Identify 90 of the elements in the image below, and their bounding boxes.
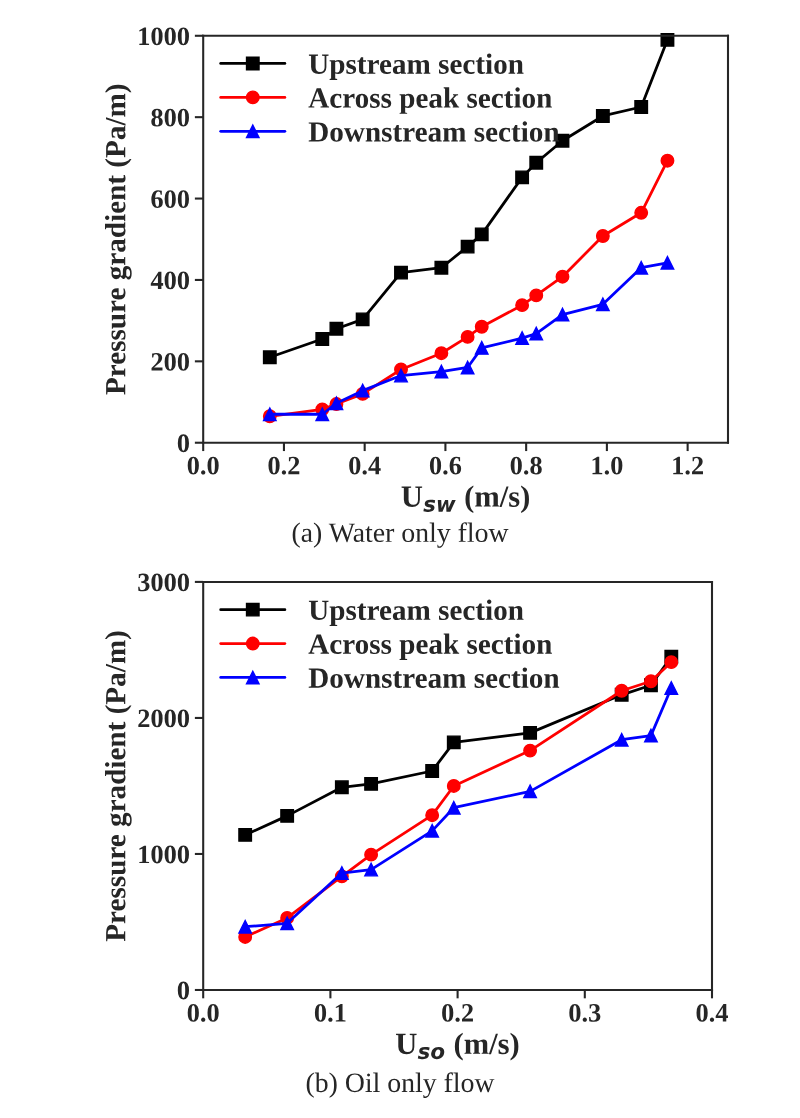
point — [595, 297, 610, 312]
point — [434, 260, 449, 275]
point — [474, 340, 489, 355]
point — [446, 735, 461, 750]
x-axis-title: U$_{so}$ (m/s) — [396, 1032, 519, 1061]
point — [425, 823, 440, 838]
x-tick-label: 0.3 — [569, 1003, 601, 1022]
point — [238, 827, 253, 842]
y-tick-label: 400 — [150, 271, 189, 290]
point — [446, 800, 461, 815]
legend-label: Downstream section — [308, 667, 560, 688]
legend-label: Upstream section — [308, 599, 524, 627]
point — [660, 255, 675, 270]
point — [664, 655, 679, 670]
point — [394, 265, 408, 280]
legend-label: Across peak section — [308, 633, 552, 660]
point — [474, 319, 489, 334]
text: (b) Oil only flow — [306, 1072, 495, 1098]
point — [529, 288, 544, 303]
point — [329, 321, 344, 336]
x-tick-label: 0.4 — [696, 1003, 728, 1022]
point — [643, 674, 658, 689]
y-tick-label: 1000 — [139, 845, 189, 864]
point — [555, 269, 570, 284]
point — [434, 346, 449, 361]
point — [315, 407, 330, 422]
y-axis-title: Pressure gradient (Pa/m) — [104, 84, 132, 395]
y-axis-title: Pressure gradient (Pa/m) — [104, 631, 132, 942]
x-tick-label: 0.0 — [187, 456, 219, 475]
x-tick-label: 0.4 — [349, 456, 381, 475]
point — [529, 155, 544, 170]
y-tick-label: 1000 — [139, 27, 189, 46]
point — [643, 728, 658, 743]
point — [460, 239, 475, 254]
point — [523, 743, 538, 758]
point — [595, 109, 610, 123]
point — [460, 360, 475, 375]
point — [280, 808, 295, 823]
point — [529, 326, 544, 341]
point — [364, 776, 379, 791]
point — [660, 153, 675, 168]
x-tick-label: 0.8 — [510, 456, 542, 475]
point — [280, 916, 295, 931]
point — [425, 764, 440, 778]
point — [262, 350, 277, 365]
point — [634, 205, 649, 220]
point — [555, 307, 570, 322]
x-axis-title: U$_{sw}$ (m/s) — [401, 485, 529, 514]
x-tick-label: 1.2 — [673, 456, 703, 475]
x-tick-label: 0.6 — [429, 456, 462, 475]
point — [634, 100, 649, 114]
legend-label: Upstream section — [308, 53, 524, 80]
text: (a) Water only flow — [292, 522, 509, 548]
x-tick-label: 0.1 — [314, 1003, 346, 1022]
point — [614, 683, 629, 698]
y-tick-label: 200 — [151, 352, 189, 371]
point — [446, 779, 461, 793]
y-tick-label: 600 — [151, 190, 189, 208]
y-tick-label: 2000 — [138, 709, 189, 728]
point — [394, 368, 408, 383]
point — [355, 312, 370, 327]
point — [664, 681, 679, 695]
x-tick-label: 0.2 — [442, 1003, 473, 1022]
x-tick-label: 1.0 — [592, 456, 623, 475]
legend-label: Across peak section — [308, 87, 552, 114]
point — [364, 862, 379, 877]
point — [515, 170, 530, 185]
x-tick-label: 0.2 — [268, 456, 300, 475]
point — [515, 298, 530, 313]
point — [315, 332, 330, 346]
point — [595, 229, 610, 243]
legend-label: Downstream section — [308, 121, 560, 142]
y-tick-label: 800 — [151, 108, 189, 127]
point — [334, 866, 349, 880]
point — [425, 808, 440, 823]
point — [523, 725, 538, 740]
point — [334, 780, 349, 795]
y-tick-label: 0 — [177, 434, 189, 453]
point — [523, 784, 538, 799]
y-tick-label: 3000 — [138, 573, 189, 592]
point — [634, 260, 649, 275]
point — [474, 227, 489, 242]
point — [238, 919, 253, 934]
y-tick-label: 0 — [177, 981, 189, 1000]
point — [434, 364, 449, 379]
point — [460, 329, 475, 344]
x-tick-label: 0.0 — [187, 1003, 219, 1022]
point — [515, 331, 530, 346]
point — [364, 847, 379, 862]
point — [614, 732, 629, 747]
